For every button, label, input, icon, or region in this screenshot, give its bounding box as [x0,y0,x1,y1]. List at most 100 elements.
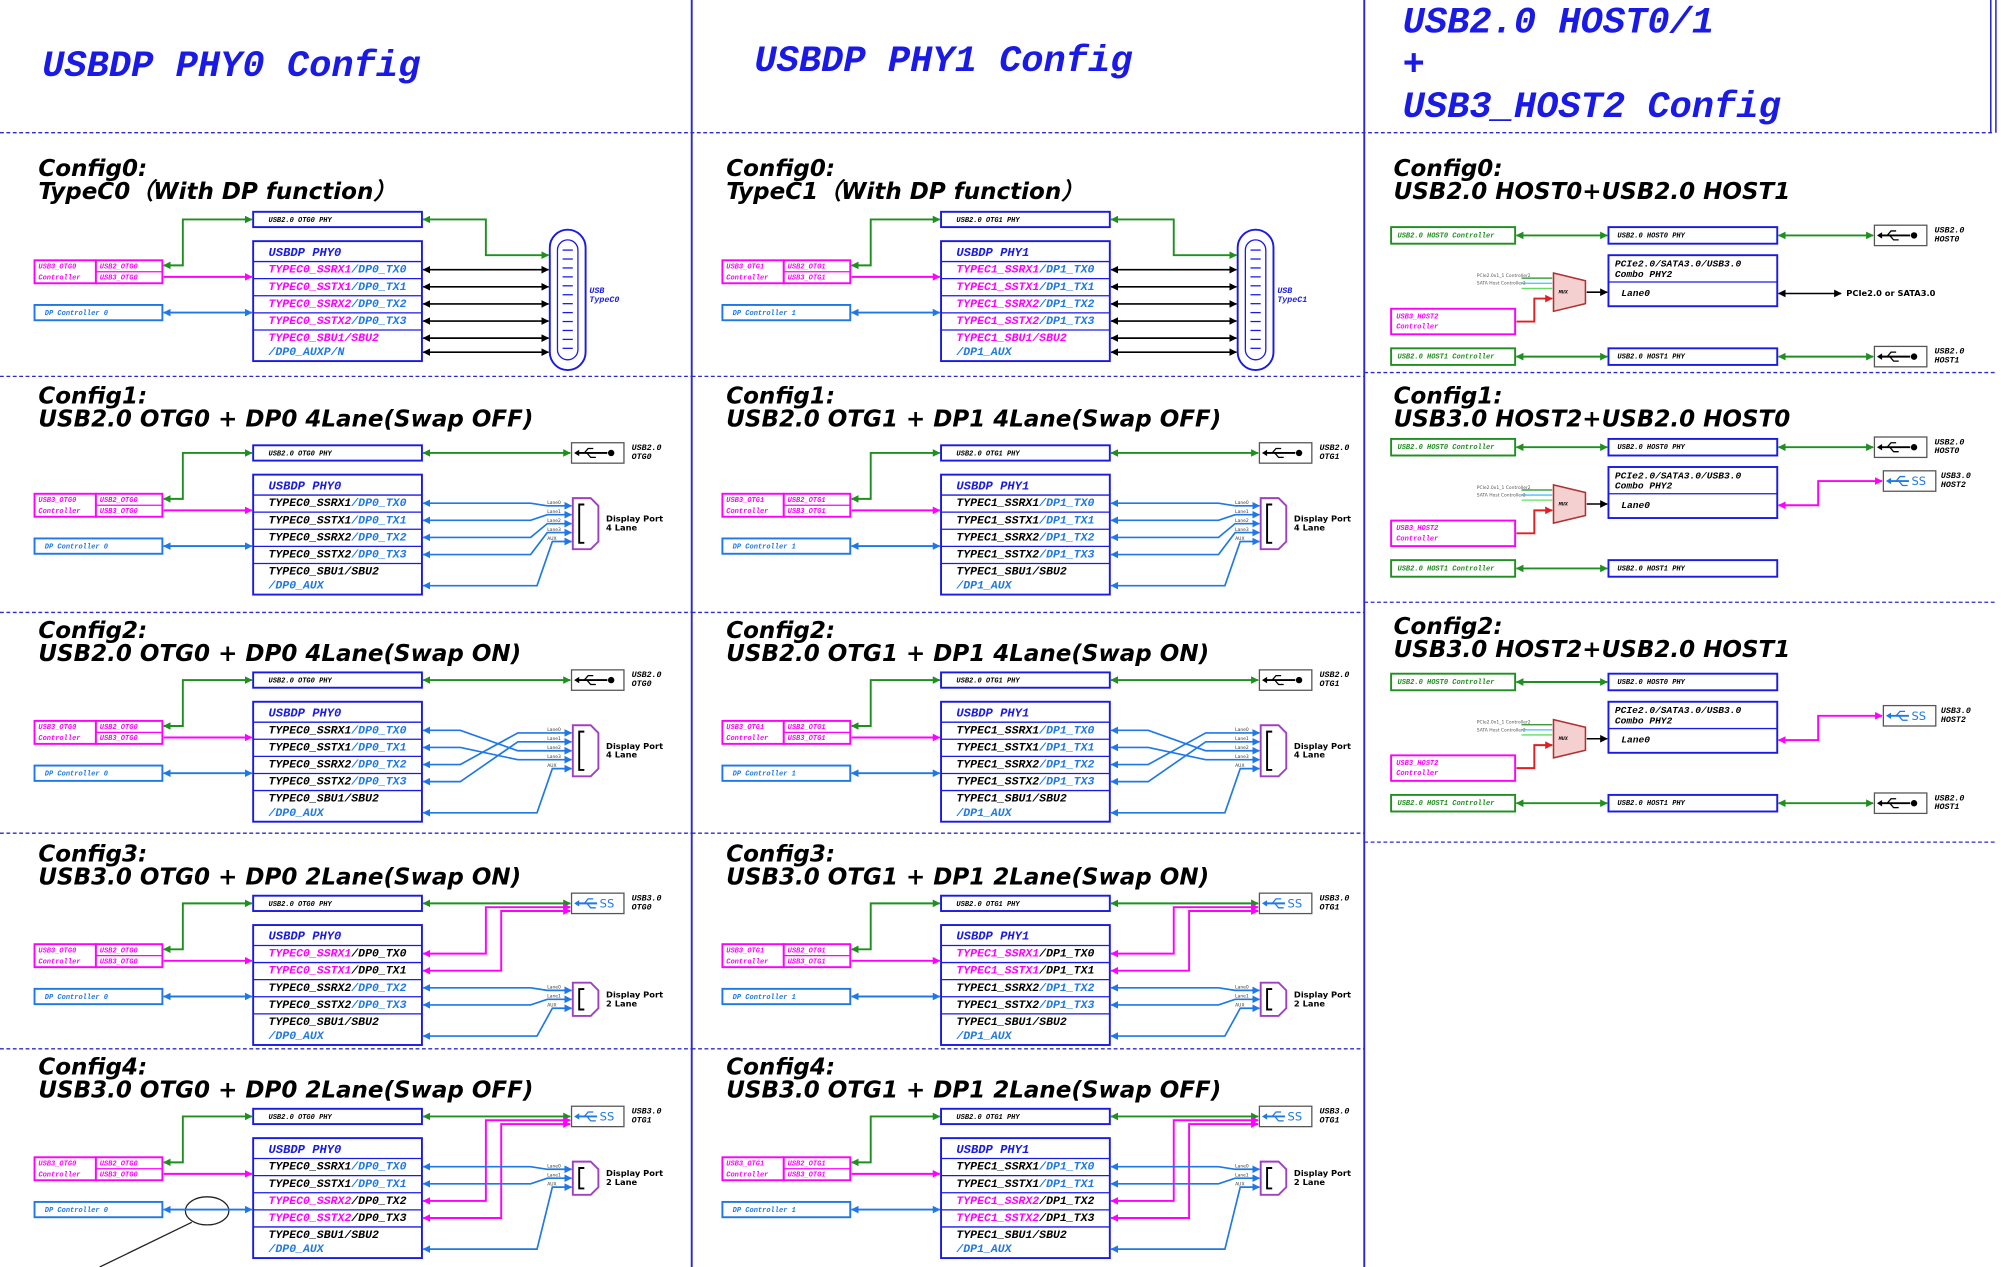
usb-icon-branch [1274,1116,1284,1122]
signal-name: TYPEC1_SSRX2 [956,1195,1039,1208]
usb-label: USB2.0 [1935,794,1965,803]
controller-if-label: USB2_OTG1 [788,497,826,505]
usb2-link [163,676,253,730]
lane-label: Lane0 [547,727,561,733]
controller-label: USB3_OTG1 [726,497,764,505]
usb3-lane-link [1110,907,1259,975]
lane-label: Lane1 [1235,736,1249,742]
phy-row: TYPEC1_SSRX2/DP1_TX2 [956,982,1094,995]
column-title: USB2.0 HOST0/1 [1403,3,1714,45]
phy-row: TYPEC1_SSTX1/DP1_TX1 [956,965,1094,978]
controller-label: Controller [726,735,769,743]
signal-alt-name: /DP1_TX3 [1038,999,1094,1012]
host2-controller-label: Controller [1396,324,1439,332]
signal-alt-name: /DP1_TX1 [1038,741,1094,754]
usb-icon-branch [583,898,594,904]
host-controller-box [1390,226,1517,245]
lane-label: Lane2 [1235,518,1249,524]
host-controller-label: USB2.0 HOST0 Controller [1398,444,1496,452]
phy-row: TYPEC0_SBU1/SBU2 [269,1229,379,1242]
signal-alt-name: /DP1_AUX [955,807,1012,820]
dp-controller-label: DP Controller 1 [733,1207,796,1215]
controller-if-label: USB2_OTG1 [788,1161,826,1169]
config-title: Config2: [726,618,835,644]
pcie-label: PCIe2.0 or SATA3.0 [1846,288,1935,298]
signal-alt-name: /DP1_TX2 [1038,982,1094,995]
otg-phy-label: USB2.0 OTG0 PHY [269,901,333,909]
usb-icon-dot [607,676,615,684]
usb-icon-head [574,900,580,907]
phy-row: TYPEC0_SSRX2/DP0_TX2 [269,1195,407,1208]
host-phy-label: USB2.0 HOST1 PHY [1617,565,1685,573]
dp-controller-label: DP Controller 0 [45,994,108,1002]
dp-controller-box [33,303,164,322]
dp-controller-label: DP Controller 1 [733,310,796,318]
signal-alt-name: /DP1_TX1 [1038,965,1094,978]
signal-name: TYPEC0_SSRX2 [269,531,352,544]
otg-phy-label: USB2.0 OTG0 PHY [269,678,333,686]
dp-connector-inner [578,503,585,544]
lane-label: AUX [1235,1181,1244,1187]
lane-label: Lane0 [547,985,561,991]
signal-alt-name: /DP1_TX0 [1038,264,1094,277]
phy-row: TYPEC1_SSTX2/DP1_TX3 [956,776,1094,789]
dp-port-label: 4 Lane [1294,523,1325,533]
usb-logo: SS [1288,897,1303,911]
lane-label: Lane0 [1235,500,1249,506]
combo-lane-label: Lane0 [1621,288,1650,299]
config-subtitle: USB2.0 OTG0 + DP0 4Lane(Swap OFF) [38,406,533,432]
dp-connector [1259,981,1288,1017]
signal-name: TYPEC1_SSRX1 [956,497,1039,510]
phy-row: TYPEC0_SSTX2/DP0_TX3 [269,315,407,328]
usb-icon-frame [570,892,625,915]
lane-label: Lane1 [547,994,561,1000]
combo-phy-box [1607,466,1779,519]
signal-alt-name: /DP1_TX0 [1038,497,1094,510]
combo-phy-label: PCIe2.0/SATA3.0/USB3.0 [1615,470,1742,481]
phy-row: TYPEC1_SBU1/SBU2 [956,566,1066,579]
signal-alt-name: /DP1_TX2 [1038,1195,1094,1208]
phy-row: TYPEC0_SBU1/SBU2 [269,1016,379,1029]
usb-icon-branch [1274,679,1284,686]
dp-lane-link [422,983,573,995]
dp-aux-link [422,1183,573,1253]
phy-row: TYPEC1_SBU1/SBU2 [956,793,1066,806]
dp-lane-link [1110,1162,1261,1174]
dp-port-label: 4 Lane [1294,750,1325,760]
dp-connector-inner [578,988,585,1011]
dp-connector [1259,1160,1288,1196]
usb-label: USB2.0 [1935,348,1965,357]
signal-alt-name: /DP1_AUX [955,346,1012,359]
signal-name: TYPEC0_SSRX2 [269,298,352,311]
controller-if-label: USB3_OTG1 [788,1171,826,1179]
host-phy-label: USB2.0 HOST0 PHY [1617,444,1685,452]
phy-row: TYPEC0_SSRX1/DP0_TX0 [269,264,407,277]
usb-label: USB3.0 [1320,1108,1350,1117]
controller-if-label: USB2_OTG1 [788,947,826,955]
usb-logo: SS [1911,709,1926,723]
signal-alt-name: /DP0_TX1 [350,514,406,527]
usb-label: OTG0 [632,680,652,689]
controller-label: Controller [38,508,81,516]
mux-input-label: PCIe2.0x1_1 Controller2 [1477,273,1531,279]
config-subtitle: TypeC1（With DP function） [726,178,1084,205]
phy-row: TYPEC1_SBU1/SBU2 [956,332,1066,345]
config-subtitle: USB3.0 OTG0 + DP0 2Lane(Swap ON) [38,864,521,890]
mux [1552,272,1587,313]
lane-label: Lane0 [1235,985,1249,991]
usb-label: USB3.0 [632,1108,662,1117]
dp-connector-inner [1266,1167,1273,1190]
usb-icon-branch [1274,902,1284,909]
dp-port-label: Display Port [1294,514,1351,524]
usb2-link [163,1112,253,1167]
signal-name: TYPEC1_SSRX1 [956,724,1039,737]
host-controller-box [1390,347,1517,366]
usb-icon-head [1261,1113,1268,1120]
host-controller-box [1390,672,1517,692]
phy-row: TYPEC0_SSRX1/DP0_TX0 [269,948,407,961]
usb-label: HOST1 [1935,803,1960,812]
phy-row: TYPEC0_SSTX2/DP0_TX3 [269,776,407,789]
usb-icon-frame [570,1105,625,1128]
otg-phy-box [940,210,1111,229]
